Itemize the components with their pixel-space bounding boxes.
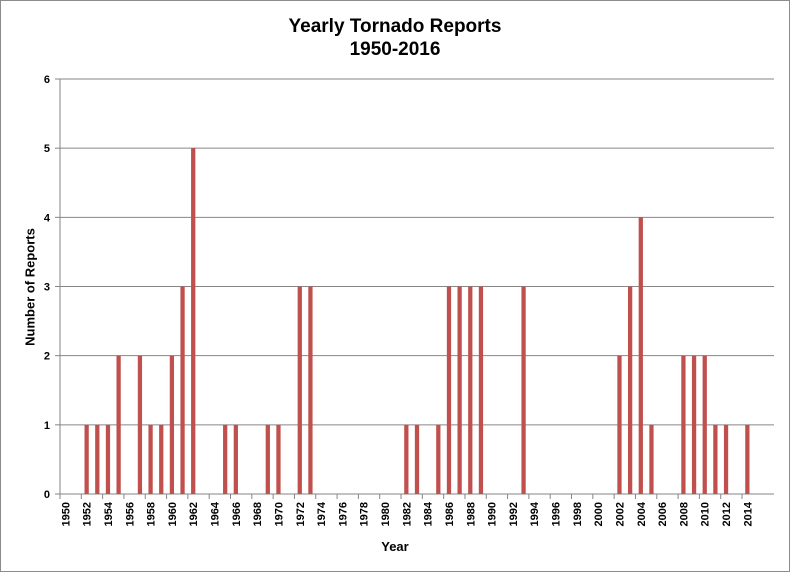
y-tick-label: 1 [44,420,50,432]
bar [95,424,100,494]
bar [649,424,654,494]
bar [105,424,111,494]
x-tick-label: 1960 [167,502,179,526]
bar [223,424,228,494]
x-tick-label: 1990 [487,502,499,526]
x-tick-label: 1964 [210,501,222,526]
y-tick-label: 3 [44,282,50,294]
bar [233,424,238,494]
bar [159,424,164,494]
chart-subtitle: 1950-2016 [349,39,441,60]
x-tick-label: 2000 [593,502,605,526]
y-tick-label: 4 [44,212,51,224]
bar [276,424,281,494]
bar [148,424,153,494]
bar [617,355,622,494]
x-tick-label: 1974 [316,501,328,526]
x-tick-label: 1994 [529,501,541,526]
y-tick-label: 2 [44,351,50,363]
bar [691,355,697,494]
x-tick-label: 2004 [636,501,648,526]
x-tick-label: 1950 [60,502,72,526]
x-tick-label: 1982 [401,502,413,526]
x-tick-label: 1972 [295,502,307,526]
x-tick-label: 2008 [678,502,690,526]
x-tick-label: 2014 [742,501,754,526]
x-tick-label: 2012 [721,502,733,526]
bar [414,424,420,494]
bar [457,286,462,494]
bar [84,424,89,494]
bar [308,286,313,494]
x-tick-label: 1958 [146,502,158,526]
bar [723,424,729,494]
x-tick-label: 1952 [82,502,94,526]
bar [628,286,633,494]
x-tick-label: 1956 [124,502,136,526]
bar [638,217,643,495]
bar [180,286,185,494]
x-tick-label: 1970 [273,502,285,526]
bar [404,424,409,494]
bar [297,286,302,494]
chart-title: Yearly Tornado Reports [288,16,502,37]
y-tick-label: 5 [44,143,50,155]
x-axis-label: Year [381,539,409,554]
bar [169,355,175,494]
bar [436,424,441,494]
x-tick-label: 1954 [103,501,115,526]
x-tick-label: 1988 [465,502,477,526]
x-tick-label: 1966 [231,502,243,526]
y-tick-label: 0 [44,489,50,501]
bar [468,286,473,494]
x-tick-label: 1984 [423,501,435,526]
x-tick-label: 1980 [380,502,392,526]
x-tick-label: 1978 [359,502,371,526]
x-tick-label: 1962 [188,502,200,526]
bar [116,355,121,494]
bar [446,286,452,494]
bar [521,286,526,494]
x-tick-label: 1968 [252,502,264,526]
x-tick-label: 2002 [614,502,626,526]
bar [702,355,707,494]
x-tick-label: 1976 [337,502,349,526]
bar [137,355,143,494]
x-tick-label: 2010 [700,502,712,526]
x-tick-label: 1986 [444,502,456,526]
bar [681,355,686,494]
x-tick-label: 1998 [572,502,584,526]
bar [745,424,750,494]
x-tick-label: 2006 [657,502,669,526]
bar [713,424,718,494]
y-tick-label: 6 [44,74,50,86]
x-tick-label: 1992 [508,502,520,526]
bar [191,148,196,494]
x-tick-label: 1996 [551,502,563,526]
bar [265,424,270,494]
bar [478,286,484,494]
